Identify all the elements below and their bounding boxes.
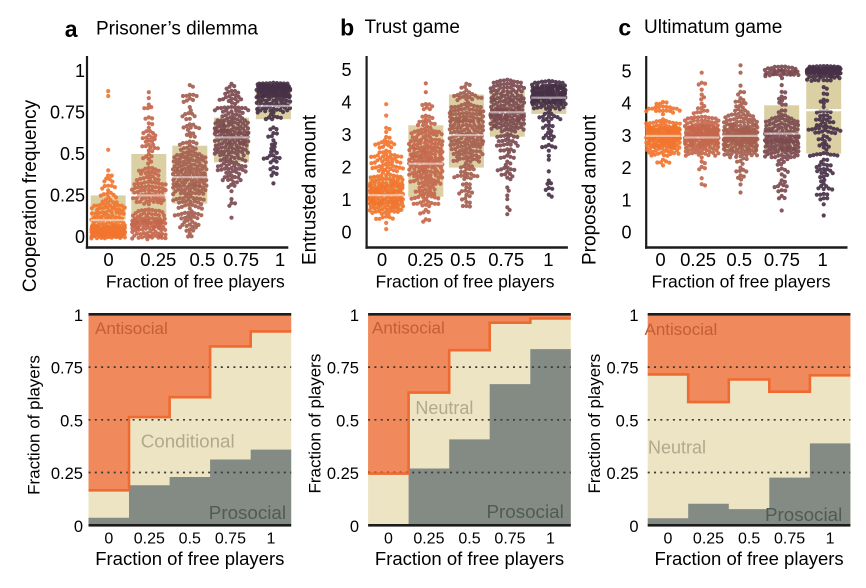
- svg-text:Trust game: Trust game: [365, 17, 460, 38]
- svg-text:Neutral: Neutral: [415, 398, 473, 418]
- svg-text:0: 0: [74, 518, 83, 536]
- svg-text:Fraction of free players: Fraction of free players: [95, 548, 284, 569]
- svg-text:0.25: 0.25: [407, 249, 443, 270]
- svg-text:0.5: 0.5: [179, 530, 201, 547]
- svg-text:0: 0: [629, 518, 638, 536]
- svg-text:Prosocial: Prosocial: [765, 504, 842, 525]
- svg-text:0: 0: [384, 530, 393, 547]
- svg-text:0.75: 0.75: [494, 530, 525, 547]
- svg-text:0: 0: [341, 223, 351, 243]
- svg-text:0: 0: [655, 249, 665, 270]
- svg-text:4: 4: [341, 93, 351, 113]
- svg-text:Fraction of free players: Fraction of free players: [375, 548, 564, 569]
- svg-text:1: 1: [275, 249, 285, 270]
- svg-text:0: 0: [103, 249, 113, 270]
- svg-text:5: 5: [341, 60, 351, 80]
- svg-text:a: a: [65, 16, 78, 42]
- svg-text:0: 0: [621, 223, 631, 243]
- svg-text:Proposed amount: Proposed amount: [579, 114, 600, 265]
- svg-text:1: 1: [546, 530, 555, 547]
- svg-text:5: 5: [621, 62, 631, 82]
- svg-text:3: 3: [341, 125, 351, 145]
- svg-text:0.75: 0.75: [606, 360, 638, 378]
- svg-text:2: 2: [341, 158, 351, 178]
- svg-text:b: b: [340, 15, 354, 41]
- svg-text:0: 0: [664, 530, 673, 547]
- svg-text:0.5: 0.5: [458, 530, 480, 547]
- svg-text:0.25: 0.25: [50, 185, 85, 205]
- svg-text:0.5: 0.5: [189, 249, 215, 270]
- svg-text:0.5: 0.5: [616, 412, 639, 430]
- svg-text:Fraction of free players: Fraction of free players: [106, 272, 285, 292]
- svg-text:0.25: 0.25: [680, 249, 716, 270]
- svg-text:Prisoner’s dilemma: Prisoner’s dilemma: [96, 19, 258, 40]
- svg-text:1: 1: [621, 190, 631, 210]
- svg-text:Neutral: Neutral: [648, 438, 706, 458]
- svg-text:0.5: 0.5: [60, 144, 85, 164]
- svg-text:Fraction of players: Fraction of players: [24, 355, 43, 495]
- svg-text:1: 1: [350, 307, 359, 325]
- svg-text:1: 1: [817, 249, 827, 270]
- svg-text:0.75: 0.75: [764, 249, 800, 270]
- svg-text:1: 1: [266, 530, 275, 547]
- svg-text:0.5: 0.5: [726, 249, 752, 270]
- svg-text:Antisocial: Antisocial: [95, 319, 168, 338]
- svg-text:0.5: 0.5: [450, 249, 476, 270]
- svg-text:0.75: 0.75: [774, 530, 805, 547]
- svg-text:Entrusted amount: Entrusted amount: [300, 114, 321, 265]
- svg-text:0.25: 0.25: [413, 530, 444, 547]
- svg-text:0.25: 0.25: [693, 530, 724, 547]
- svg-text:0.25: 0.25: [327, 465, 359, 483]
- svg-text:Fraction of free players: Fraction of free players: [652, 272, 831, 292]
- svg-text:0.75: 0.75: [51, 360, 83, 378]
- svg-text:Cooperation frequency: Cooperation frequency: [20, 99, 41, 292]
- svg-text:0.25: 0.25: [606, 465, 638, 483]
- svg-text:Ultimatum game: Ultimatum game: [644, 17, 782, 38]
- svg-text:4: 4: [621, 94, 631, 114]
- svg-text:0.5: 0.5: [336, 412, 359, 430]
- svg-text:1: 1: [826, 530, 835, 547]
- svg-text:0.5: 0.5: [738, 530, 760, 547]
- svg-text:1: 1: [543, 249, 553, 270]
- svg-text:0.75: 0.75: [327, 360, 359, 378]
- svg-text:0.75: 0.75: [223, 249, 259, 270]
- svg-text:c: c: [618, 15, 631, 41]
- svg-text:Fraction of players: Fraction of players: [306, 354, 325, 494]
- svg-text:3: 3: [621, 126, 631, 146]
- svg-text:Fraction of free players: Fraction of free players: [376, 272, 555, 292]
- svg-text:1: 1: [341, 190, 351, 210]
- svg-text:1: 1: [74, 307, 83, 325]
- svg-text:0.25: 0.25: [51, 465, 83, 483]
- svg-text:0.75: 0.75: [215, 530, 246, 547]
- svg-text:Prosocial: Prosocial: [209, 502, 286, 523]
- svg-text:0.25: 0.25: [134, 530, 165, 547]
- svg-text:Fraction of players: Fraction of players: [585, 354, 604, 494]
- svg-text:0.5: 0.5: [60, 412, 83, 430]
- svg-text:2: 2: [621, 158, 631, 178]
- svg-text:0.75: 0.75: [50, 103, 85, 123]
- svg-text:0.75: 0.75: [488, 249, 524, 270]
- svg-text:1: 1: [629, 307, 638, 325]
- svg-text:Conditional: Conditional: [141, 431, 235, 452]
- svg-text:Fraction of free players: Fraction of free players: [654, 548, 843, 569]
- svg-text:0: 0: [104, 530, 113, 547]
- svg-text:0: 0: [75, 227, 85, 247]
- svg-text:0: 0: [377, 249, 387, 270]
- svg-text:Antisocial: Antisocial: [645, 320, 718, 339]
- svg-text:0.25: 0.25: [140, 249, 176, 270]
- svg-text:Prosocial: Prosocial: [487, 501, 564, 522]
- svg-text:Antisocial: Antisocial: [372, 319, 445, 338]
- svg-text:0: 0: [350, 518, 359, 536]
- svg-text:1: 1: [75, 61, 85, 81]
